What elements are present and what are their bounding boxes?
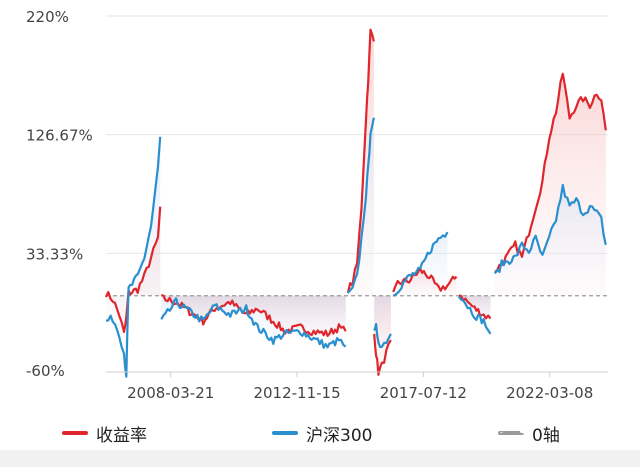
line-csi300-segment [457, 295, 492, 335]
line-csi300-segment [347, 117, 375, 294]
legend-swatch-csi300 [272, 431, 298, 435]
x-tick-label: 2017-07-12 [380, 384, 467, 402]
legend-label-csi300: 沪深300 [306, 425, 373, 446]
grid-lines [106, 15, 608, 373]
y-tick-label: 33.33% [26, 245, 83, 263]
axes: 220% 126.67% 33.33% -60% 2008-03-21 2012-11-1… [26, 8, 608, 402]
y-tick-label: 126.67% [26, 127, 93, 145]
line-csi300-segment [493, 183, 607, 275]
chart-area: 220% 126.67% 33.33% -60% 2008-03-21 2012-11-1… [26, 8, 608, 402]
legend-item-return[interactable]: 收益率 [62, 421, 147, 446]
x-tick-label: 2008-03-21 [127, 384, 214, 402]
x-tick-label: 2022-03-08 [506, 384, 593, 402]
footer-bar [0, 450, 640, 467]
legend-item-csi300[interactable]: 沪深300 [272, 421, 372, 446]
x-tick-label: 2012-11-15 [253, 384, 340, 402]
line-csi300-segment [105, 136, 162, 378]
series-lines [105, 28, 608, 378]
line-return-segment [458, 294, 492, 320]
y-tick-label: -60% [26, 362, 65, 380]
area-csi300-segment [374, 295, 391, 347]
legend-swatch-zero-axis [498, 431, 524, 435]
legend-label-zero-axis: 0轴 [532, 425, 560, 446]
line-csi300-segment [160, 297, 347, 349]
line-chart: 220% 126.67% 33.33% -60% 2008-03-21 2012-11-1… [26, 8, 608, 402]
area-csi300-segment [347, 117, 374, 296]
legend: 收益率 沪深300 0轴 [0, 416, 640, 450]
legend-item-zero-axis[interactable]: 0轴 [498, 421, 560, 446]
line-csi300-segment [373, 322, 392, 349]
line-return-segment [346, 28, 375, 294]
line-return-segment [105, 206, 162, 333]
line-csi300-segment [392, 231, 449, 297]
line-return-segment [392, 267, 458, 293]
legend-swatch-return [62, 431, 88, 435]
area-csi300-segment [494, 184, 606, 296]
line-return-segment [494, 72, 607, 273]
area-fills [106, 29, 606, 377]
line-return-segment [373, 333, 392, 376]
legend-label-return: 收益率 [96, 425, 147, 446]
y-tick-label: 220% [26, 8, 69, 26]
